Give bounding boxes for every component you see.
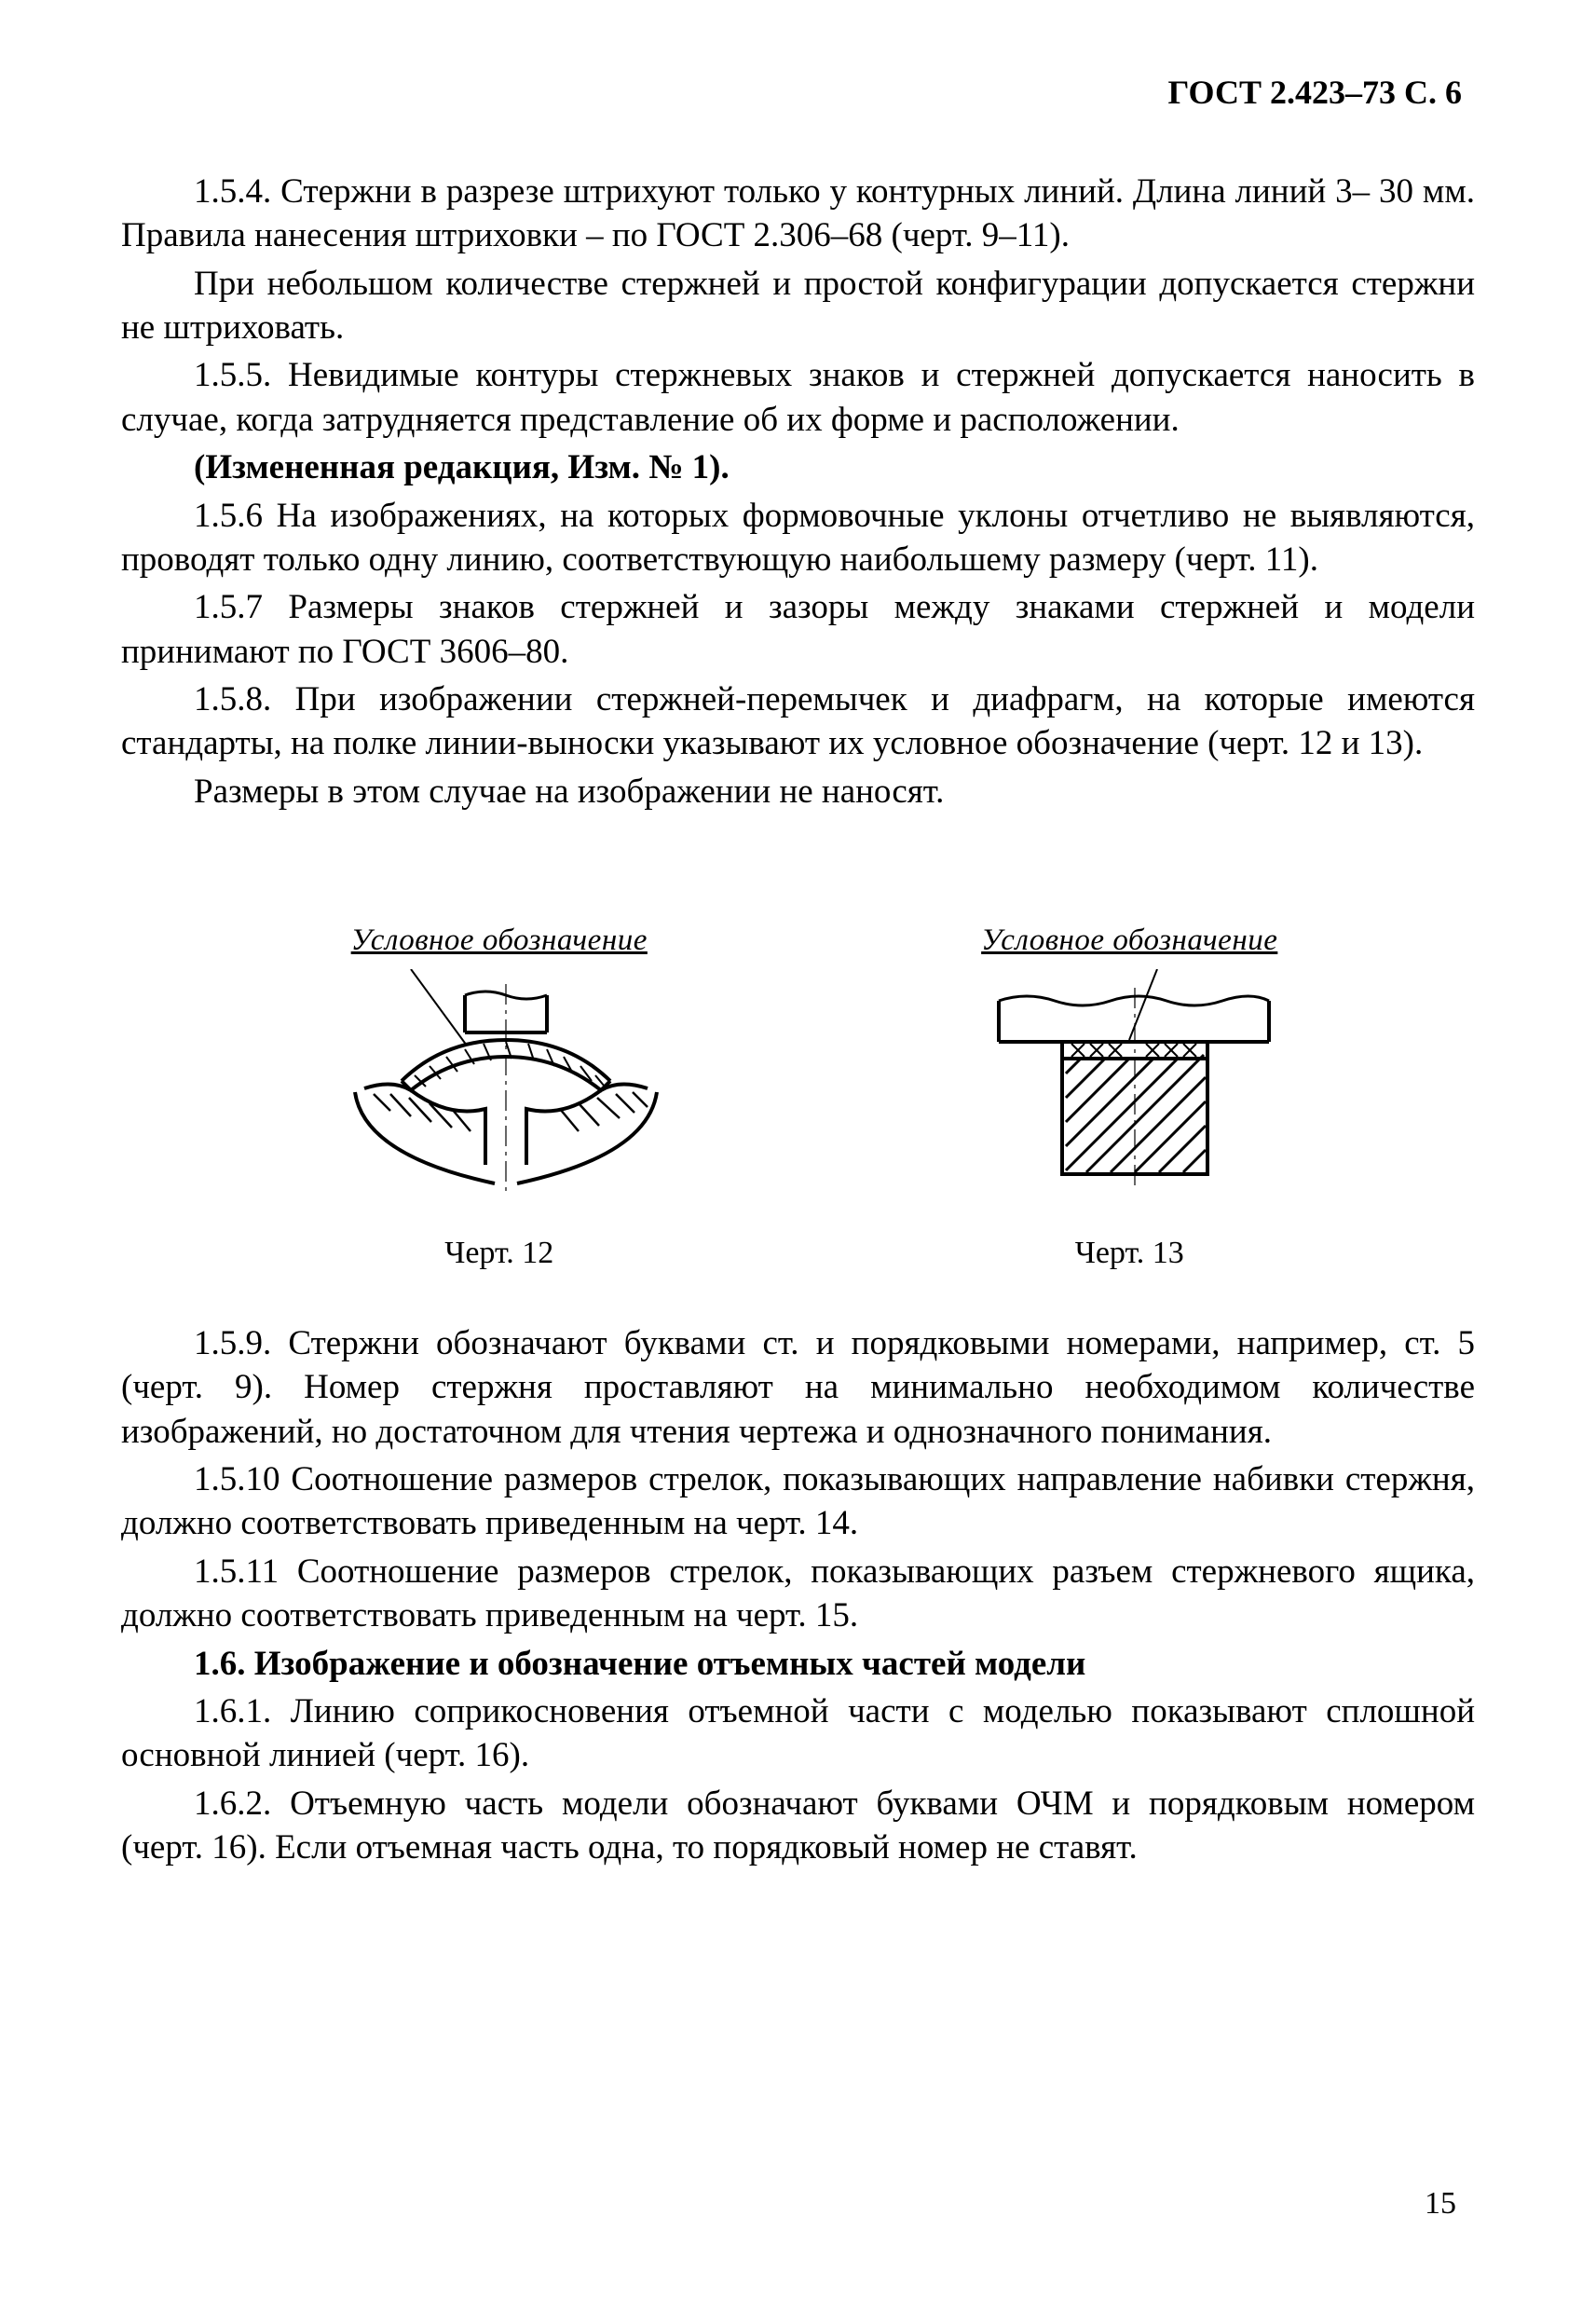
figures-row: Условное обозначение (121, 923, 1475, 1271)
paragraph-1-5-6: 1.5.6 На изображениях, на которых формов… (121, 494, 1475, 582)
figure-12-label: Условное обозначение (351, 923, 648, 958)
paragraph-1-5-7: 1.5.7 Размеры знаков стержней и зазоры м… (121, 585, 1475, 674)
figure-13-caption: Черт. 13 (1075, 1236, 1184, 1271)
figure-12-block: Условное обозначение (299, 923, 700, 1271)
paragraph-1-6-1: 1.6.1. Линию соприкосновения отъемной ча… (121, 1689, 1475, 1778)
figure-12-caption: Черт. 12 (444, 1236, 553, 1271)
paragraph-1-5-11: 1.5.11 Соотношение размеров стрелок, пок… (121, 1550, 1475, 1638)
document-page: ГОСТ 2.423–73 С. 6 1.5.4. Стержни в разр… (0, 0, 1596, 1929)
paragraph-changed-edition: (Измененная редакция, Изм. № 1). (121, 445, 1475, 489)
paragraph-1-5-4: 1.5.4. Стержни в разрезе штрихуют только… (121, 170, 1475, 258)
paragraph-1-5-10: 1.5.10 Соотношение размеров стрелок, пок… (121, 1457, 1475, 1546)
figure-12-drawing (299, 969, 700, 1202)
section-heading-1-6: 1.6. Изображение и обозначение отъемных … (121, 1642, 1475, 1686)
paragraph-1-5-8: 1.5.8. При изображении стержней-перемыче… (121, 677, 1475, 766)
figure-13-block: Условное обозначение (962, 923, 1297, 1271)
paragraph-1-5-8-note: Размеры в этом случае на изображении не … (121, 770, 1475, 814)
paragraph-1-5-9: 1.5.9. Стержни обозначают буквами ст. и … (121, 1321, 1475, 1454)
standard-reference-header: ГОСТ 2.423–73 С. 6 (121, 73, 1462, 112)
paragraph-1-6-2: 1.6.2. Отъемную часть модели обозначают … (121, 1782, 1475, 1870)
figure-13-drawing (962, 969, 1297, 1202)
page-number: 15 (1425, 2186, 1456, 2222)
figure-13-label: Условное обозначение (981, 923, 1277, 958)
paragraph-1-5-5: 1.5.5. Невидимые контуры стержневых знак… (121, 353, 1475, 442)
paragraph-1-5-4-note: При небольшом количестве стержней и прос… (121, 262, 1475, 350)
